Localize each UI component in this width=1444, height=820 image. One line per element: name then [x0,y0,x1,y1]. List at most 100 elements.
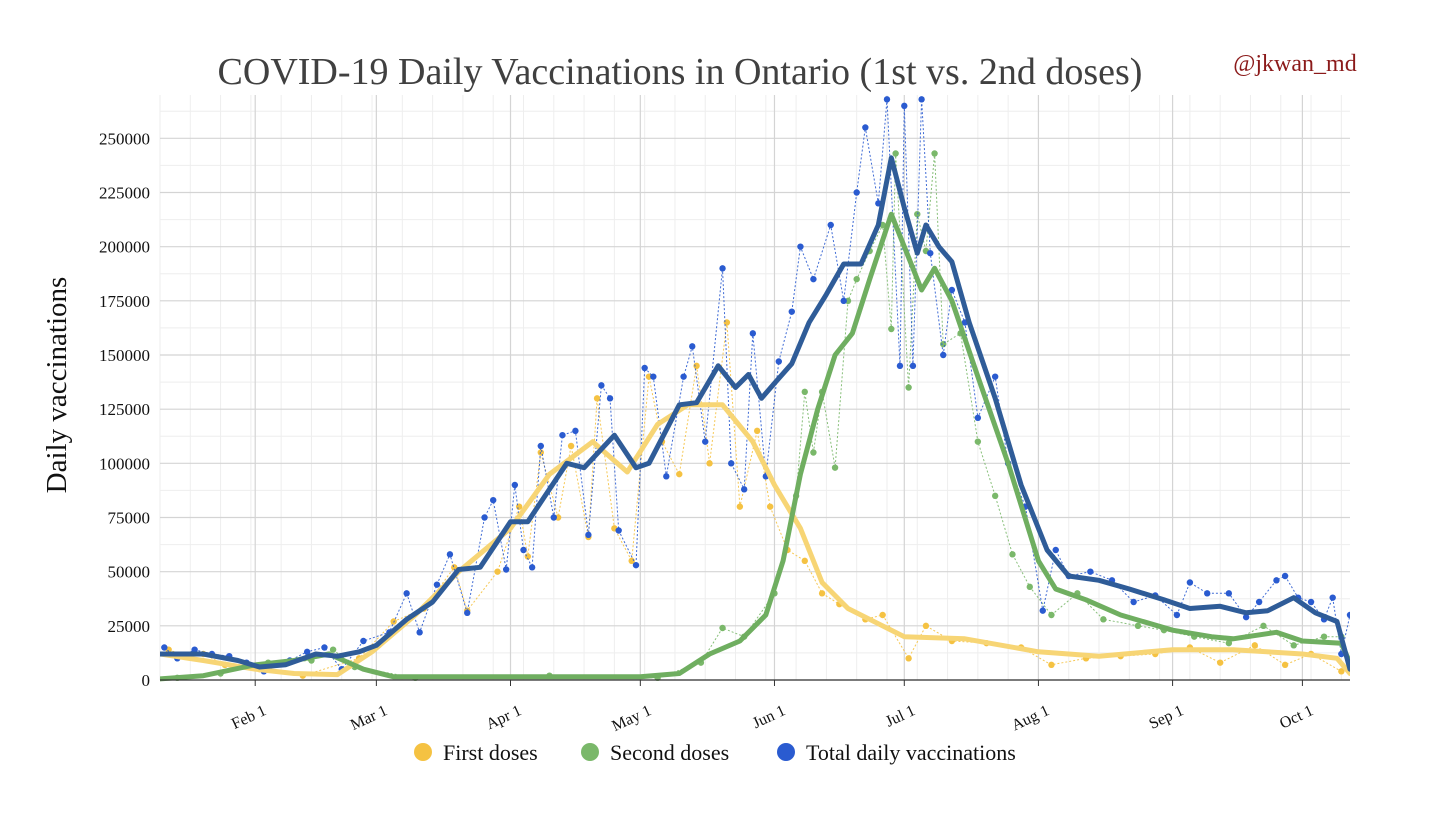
series-1-point [719,624,726,632]
series-0-point [922,622,930,630]
y-tick-label: 0 [142,671,151,690]
series-0-point [693,362,700,370]
series-0-point [1216,659,1224,666]
series-1-point [1260,622,1267,630]
series-2-point [446,551,454,558]
y-tick-label: 150000 [99,346,150,365]
series-1-point [888,325,895,333]
y-tick-label: 225000 [99,184,150,203]
series-2-point [948,286,956,294]
series-0-point [766,503,774,510]
y-tick-label: 25000 [108,617,151,636]
series-2-point [1242,613,1250,621]
series-2-point [615,527,622,534]
series-2 [161,96,1350,675]
series-1-point [801,388,808,396]
series-0-point [494,568,501,575]
legend-label-2: Total daily vaccinations [806,740,1016,765]
series-2-point [940,351,947,359]
series-2-point [511,481,519,489]
series-2-point [1052,546,1059,554]
series-1-point [931,150,938,157]
series-2-point [840,297,847,305]
series-1-point [329,646,337,653]
series-2-point [481,514,488,521]
series-2-point [883,96,891,103]
series-2-point [528,564,536,571]
y-tick-label: 100000 [99,454,150,473]
series-2-point [896,362,904,370]
grid [159,95,1350,681]
series-0-trend-line [160,402,1350,678]
series-2-point [991,373,999,380]
series-2-point [1039,607,1046,614]
legend-label-0: First doses [443,740,538,765]
series-2-point [1225,590,1233,597]
series-1-point [1225,639,1233,647]
series-0-point [801,557,808,565]
series-1-trend-group [160,211,1350,682]
series-0-point [905,655,912,662]
series-0-point [1338,668,1345,675]
series-2-point [974,414,982,422]
series-1-point [1009,551,1016,558]
series-2-point [689,343,696,350]
legend-swatch-1 [581,743,599,761]
series-1-point [892,150,899,157]
series-2-point [520,546,527,554]
series-2-point [901,102,908,110]
series-2-point [537,442,544,450]
series-1-point [991,492,999,500]
series-2-point [321,644,328,651]
series-2-point [490,496,497,504]
series-2-point [303,648,311,656]
series-2-point [702,438,709,445]
series-2-point [1204,590,1211,597]
series-2-point [191,646,198,653]
y-tick-label: 200000 [99,238,150,257]
series-0-point [736,503,744,510]
series-2-point [1346,611,1350,619]
series-1-point [1026,583,1033,591]
series-2-point [775,358,782,365]
series-2-point [1281,572,1289,580]
chart-credit: @jkwan_md [1233,51,1356,77]
series-2-point [909,362,917,370]
series-2-point [1329,594,1336,601]
series-2-point [433,581,441,588]
series-1-point [905,384,912,391]
series-2-point [927,249,934,257]
series-2-point [728,460,735,467]
series-2-point [680,373,687,380]
series-2-point [502,566,510,573]
y-tick-label: 125000 [99,400,150,419]
series-2-point [810,275,817,283]
series-1-point [1320,633,1328,640]
series-2-point [161,644,168,651]
series-0-point [753,427,761,435]
series-2-point [550,514,557,521]
series-2-point [1273,577,1280,584]
series-0-point [879,611,886,619]
series-2-point [360,637,367,645]
series-1-point [831,464,839,471]
legend-label-1: Second doses [610,740,729,765]
series-2-point [464,609,471,617]
series-2-point [788,308,795,315]
y-axis-ticks: 0 25000 50000 75000 100000 125000 150000 175000… [99,129,150,690]
series-0-trend-group [160,402,1350,678]
series-1-point [1048,611,1055,619]
series-2-point [416,629,423,636]
series-2-point [559,431,566,439]
series-marks [160,96,1350,682]
series-1-point [940,340,947,348]
series-2-point [403,590,410,597]
series-0-point [706,460,713,467]
series-1-point [974,438,982,445]
series-2-point [862,124,869,131]
series-1-point [914,210,921,218]
series-2-point [797,243,804,250]
series-2-trend-line [160,155,1350,672]
series-0-point [1281,661,1289,669]
